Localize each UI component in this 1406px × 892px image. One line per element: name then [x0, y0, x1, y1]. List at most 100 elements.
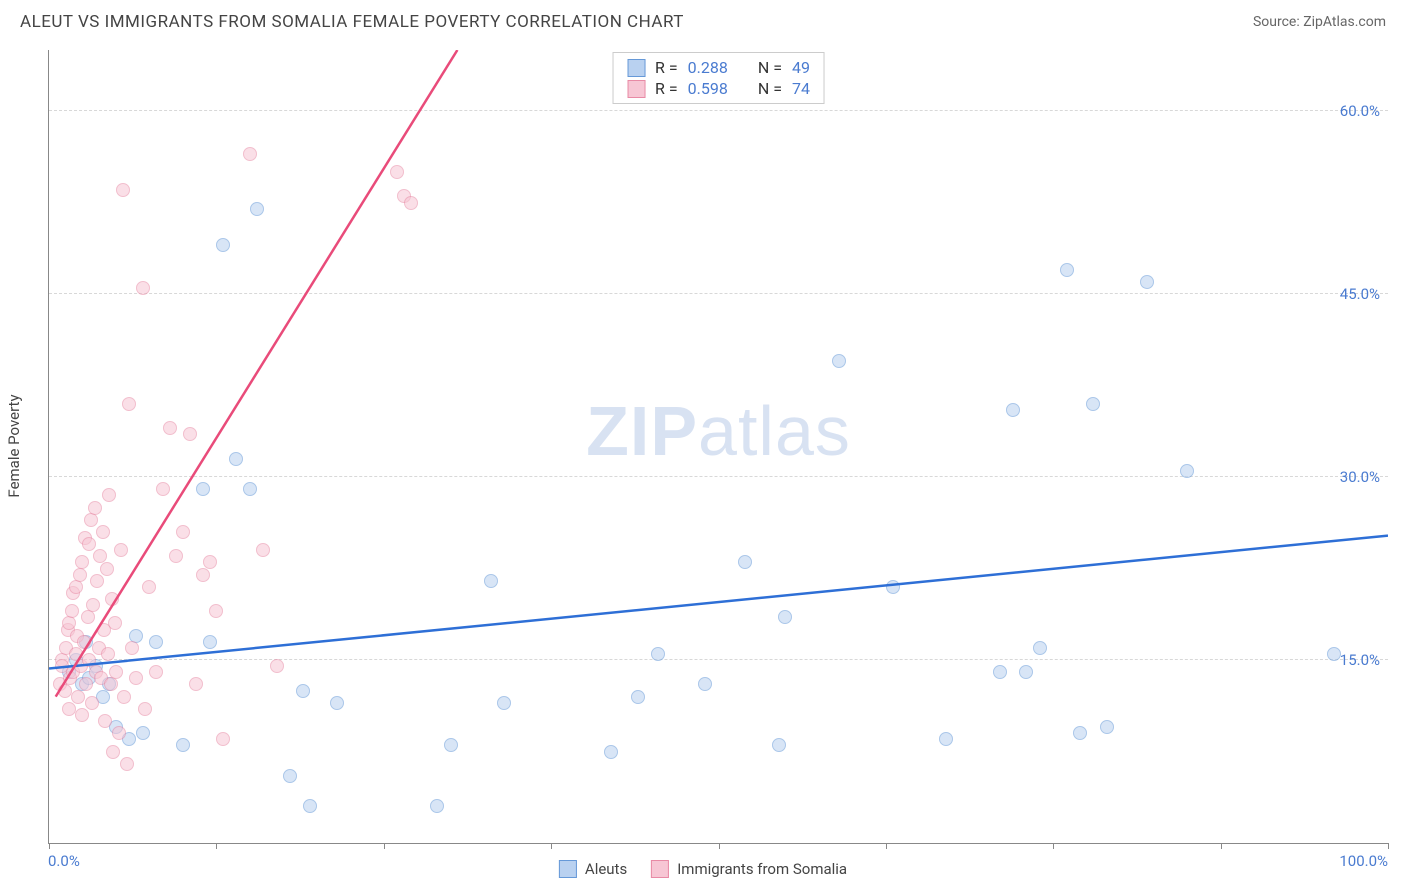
- data-point: [85, 696, 99, 710]
- x-tick: [719, 843, 720, 849]
- data-point: [390, 165, 404, 179]
- x-tick: [1221, 843, 1222, 849]
- data-point: [651, 647, 665, 661]
- data-point: [58, 684, 72, 698]
- data-point: [698, 677, 712, 691]
- data-point: [86, 598, 100, 612]
- data-point: [114, 543, 128, 557]
- data-point: [993, 665, 1007, 679]
- data-point: [303, 799, 317, 813]
- legend-r-label: R =: [655, 58, 678, 77]
- data-point: [82, 537, 96, 551]
- data-point: [176, 525, 190, 539]
- data-point: [216, 732, 230, 746]
- data-point: [149, 635, 163, 649]
- data-point: [73, 568, 87, 582]
- data-point: [886, 580, 900, 594]
- data-point: [243, 482, 257, 496]
- legend-r-value: 0.288: [688, 58, 728, 77]
- x-tick: [216, 843, 217, 849]
- data-point: [604, 745, 618, 759]
- data-point: [108, 616, 122, 630]
- data-point: [203, 635, 217, 649]
- data-point: [250, 202, 264, 216]
- data-point: [136, 726, 150, 740]
- x-tick: [886, 843, 887, 849]
- data-point: [283, 769, 297, 783]
- data-point: [129, 671, 143, 685]
- data-point: [120, 757, 134, 771]
- data-point: [62, 702, 76, 716]
- data-point: [96, 525, 110, 539]
- data-point: [81, 610, 95, 624]
- data-point: [189, 677, 203, 691]
- data-point: [778, 610, 792, 624]
- data-point: [1180, 464, 1194, 478]
- data-point: [79, 677, 93, 691]
- correlation-legend: R =0.288N =49R =0.598N =74: [612, 52, 825, 104]
- data-point: [106, 745, 120, 759]
- data-point: [330, 696, 344, 710]
- chart-plot-area: ZIPatlas R =0.288N =49R =0.598N =74 15.0…: [48, 50, 1388, 844]
- legend-series-label: Aleuts: [585, 860, 627, 878]
- data-point: [101, 647, 115, 661]
- data-point: [104, 677, 118, 691]
- data-point: [84, 513, 98, 527]
- data-point: [484, 574, 498, 588]
- data-point: [75, 555, 89, 569]
- data-point: [75, 708, 89, 722]
- data-point: [404, 196, 418, 210]
- data-point: [90, 574, 104, 588]
- data-point: [176, 738, 190, 752]
- data-point: [1033, 641, 1047, 655]
- data-point: [209, 604, 223, 618]
- data-point: [631, 690, 645, 704]
- y-axis-label: Female Poverty: [5, 394, 23, 497]
- data-point: [142, 580, 156, 594]
- data-point: [270, 659, 284, 673]
- data-point: [256, 543, 270, 557]
- x-axis-min-label: 0.0%: [48, 852, 80, 870]
- legend-swatch: [651, 860, 669, 878]
- legend-swatch: [559, 860, 577, 878]
- data-point: [88, 501, 102, 515]
- data-point: [77, 635, 91, 649]
- legend-series-item: Immigrants from Somalia: [651, 860, 847, 878]
- source-attribution: Source: ZipAtlas.com: [1253, 14, 1386, 30]
- data-point: [69, 580, 83, 594]
- data-point: [125, 641, 139, 655]
- data-point: [149, 665, 163, 679]
- data-point: [196, 568, 210, 582]
- data-point: [196, 482, 210, 496]
- x-tick: [1053, 843, 1054, 849]
- data-point: [1006, 403, 1020, 417]
- data-point: [1327, 647, 1341, 661]
- legend-n-value: 74: [792, 79, 810, 98]
- data-point: [100, 562, 114, 576]
- x-axis-max-label: 100.0%: [1339, 852, 1388, 870]
- data-point: [136, 281, 150, 295]
- legend-swatch: [627, 59, 645, 77]
- data-point: [105, 592, 119, 606]
- data-point: [102, 488, 116, 502]
- data-point: [1060, 263, 1074, 277]
- data-point: [444, 738, 458, 752]
- data-point: [216, 238, 230, 252]
- x-tick: [551, 843, 552, 849]
- data-point: [156, 482, 170, 496]
- data-point: [203, 555, 217, 569]
- data-point: [122, 397, 136, 411]
- series-legend: Aleuts Immigrants from Somalia: [559, 860, 847, 878]
- x-tick: [1388, 843, 1389, 849]
- legend-r-label: R =: [655, 79, 678, 98]
- data-point: [497, 696, 511, 710]
- legend-n-label: N =: [758, 79, 782, 98]
- data-point: [1086, 397, 1100, 411]
- data-point: [939, 732, 953, 746]
- data-point: [183, 427, 197, 441]
- legend-n-label: N =: [758, 58, 782, 77]
- data-point: [243, 147, 257, 161]
- data-point: [430, 799, 444, 813]
- data-point: [832, 354, 846, 368]
- data-point: [109, 665, 123, 679]
